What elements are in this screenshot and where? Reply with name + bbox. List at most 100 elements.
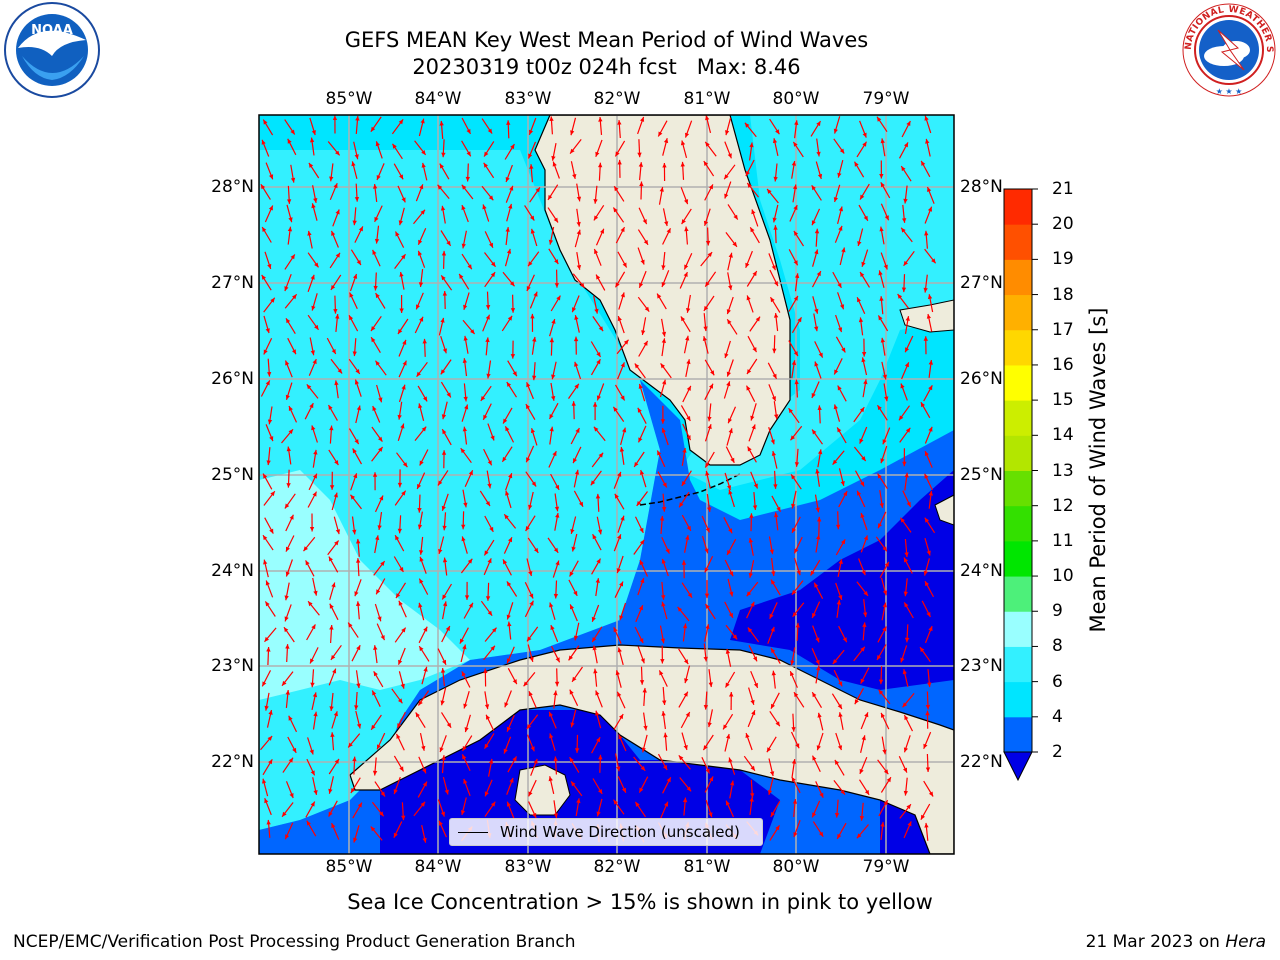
- wind-wave-arrowhead: [459, 273, 464, 279]
- wind-wave-arrowhead: [572, 676, 577, 682]
- wind-wave-arrowhead: [598, 452, 604, 458]
- colorbar-tick-label: 6: [1052, 671, 1063, 692]
- wind-wave-arrowhead: [528, 153, 533, 159]
- wind-wave-arrowhead: [906, 501, 911, 507]
- wind-wave-arrowhead: [290, 177, 296, 183]
- wind-wave-arrowhead: [836, 524, 841, 530]
- colorbar-segment: [1004, 505, 1032, 542]
- wind-wave-arrowhead: [535, 187, 540, 193]
- wind-wave-arrowhead: [489, 242, 493, 248]
- wind-wave-arrowhead: [554, 283, 559, 288]
- wind-wave-arrowhead: [569, 689, 574, 695]
- wind-wave-arrowhead: [286, 318, 291, 324]
- wind-wave-arrowhead: [619, 581, 623, 587]
- wind-wave-arrowhead: [462, 358, 467, 363]
- wind-wave-arrowhead: [793, 295, 798, 301]
- wind-wave-arrowhead: [838, 595, 843, 600]
- wind-wave-arrowhead: [506, 658, 511, 664]
- wind-wave-arrowhead: [773, 225, 778, 230]
- wind-wave-arrowhead: [620, 362, 625, 368]
- wind-wave-arrowhead: [860, 272, 865, 277]
- wind-wave-arrowhead: [289, 793, 294, 798]
- wind-wave-arrowhead: [263, 559, 268, 565]
- wind-wave-arrowhead: [725, 682, 730, 688]
- wind-wave-arrowhead: [506, 120, 511, 125]
- wind-wave-arrowhead: [660, 419, 666, 424]
- wind-wave-arrowhead: [264, 636, 269, 642]
- wind-wave-arrowhead: [440, 700, 445, 706]
- wind-wave-arrowhead: [596, 395, 601, 401]
- wind-wave-arrowhead: [792, 184, 798, 190]
- wind-wave-arrowhead: [928, 626, 933, 632]
- wind-wave-arrowhead: [311, 203, 316, 209]
- wind-wave-arrowhead: [924, 473, 929, 479]
- wind-wave-arrowhead: [397, 528, 402, 534]
- chart-title: GEFS MEAN Key West Mean Period of Wind W…: [344, 28, 869, 52]
- wind-wave-arrowhead: [882, 374, 887, 380]
- footer-credit: NCEP/EMC/Verification Post Processing Pr…: [13, 932, 576, 952]
- wind-wave-arrowhead: [260, 184, 266, 190]
- wind-wave-arrowhead: [510, 144, 515, 150]
- wind-wave-arrowhead: [749, 797, 754, 802]
- wind-wave-arrowhead: [861, 570, 866, 576]
- wind-wave-arrowhead: [902, 702, 908, 708]
- wind-wave-arrowhead: [643, 239, 648, 245]
- wind-wave-arrowhead: [288, 715, 293, 721]
- wind-wave-arrowhead: [838, 712, 843, 717]
- wind-wave-arrowhead: [596, 359, 601, 365]
- wind-wave-arrowhead: [703, 705, 709, 710]
- wind-wave-arrowhead: [859, 438, 864, 444]
- colorbar-segment: [1004, 611, 1032, 647]
- wind-wave-arrowhead: [352, 220, 357, 226]
- wind-wave-arrowhead: [595, 151, 600, 157]
- wind-wave-arrowhead: [375, 141, 380, 147]
- wind-wave-arrowhead: [843, 491, 848, 497]
- wind-wave-arrowhead: [441, 450, 447, 455]
- wind-wave-arrowhead: [397, 723, 402, 729]
- wind-wave-arrowhead: [745, 171, 750, 176]
- wind-wave-arrowhead: [666, 228, 671, 234]
- wind-wave-arrowhead: [880, 182, 885, 188]
- wind-wave-arrowhead: [312, 692, 318, 698]
- wind-wave-arrowhead: [638, 383, 643, 389]
- wind-wave-arrowhead: [400, 423, 405, 429]
- wind-wave-arrowhead: [356, 558, 361, 563]
- wind-wave-arrowhead: [730, 780, 735, 786]
- wind-wave-arrowhead: [681, 560, 687, 565]
- wind-wave-arrowhead: [371, 326, 376, 331]
- wind-wave-arrowhead: [593, 668, 598, 674]
- wind-wave-arrowhead: [834, 813, 840, 818]
- wind-wave-arrowhead: [791, 360, 797, 366]
- wind-wave-arrowhead: [661, 331, 667, 337]
- wind-wave-arrowhead: [442, 594, 447, 600]
- wind-wave-arrowhead: [864, 712, 869, 718]
- wind-wave-arrowhead: [814, 228, 820, 234]
- wind-wave-arrowhead: [308, 162, 314, 168]
- wind-wave-arrowhead: [532, 812, 537, 818]
- wind-wave-arrowhead: [772, 348, 777, 354]
- wind-wave-arrowhead: [446, 240, 451, 246]
- wind-wave-arrowhead: [569, 571, 574, 577]
- wind-wave-arrowhead: [510, 354, 516, 359]
- wind-wave-arrowhead: [854, 699, 859, 705]
- wind-wave-arrowhead: [418, 602, 423, 608]
- wind-wave-arrowhead: [838, 225, 843, 231]
- wind-wave-arrowhead: [285, 360, 290, 366]
- wind-wave-arrowhead: [794, 692, 799, 698]
- wind-wave-arrowhead: [862, 132, 867, 138]
- wind-wave-arrowhead: [441, 755, 446, 760]
- wind-wave-arrowhead: [286, 483, 291, 488]
- wind-wave-arrowhead: [352, 529, 357, 535]
- wind-wave-arrowhead: [439, 120, 444, 126]
- wind-wave-arrowhead: [580, 282, 585, 288]
- wind-wave-arrowhead: [461, 205, 466, 211]
- wind-wave-arrowhead: [615, 670, 620, 676]
- wind-wave-arrowhead: [705, 281, 710, 287]
- wind-wave-arrowhead: [837, 704, 842, 709]
- wind-wave-arrowhead: [356, 405, 361, 411]
- wind-wave-arrowhead: [816, 665, 821, 671]
- wind-wave-arrowhead: [329, 485, 335, 490]
- wind-wave-arrowhead: [661, 282, 666, 287]
- wind-wave-arrowhead: [592, 637, 597, 642]
- wind-wave-arrowhead: [840, 481, 845, 486]
